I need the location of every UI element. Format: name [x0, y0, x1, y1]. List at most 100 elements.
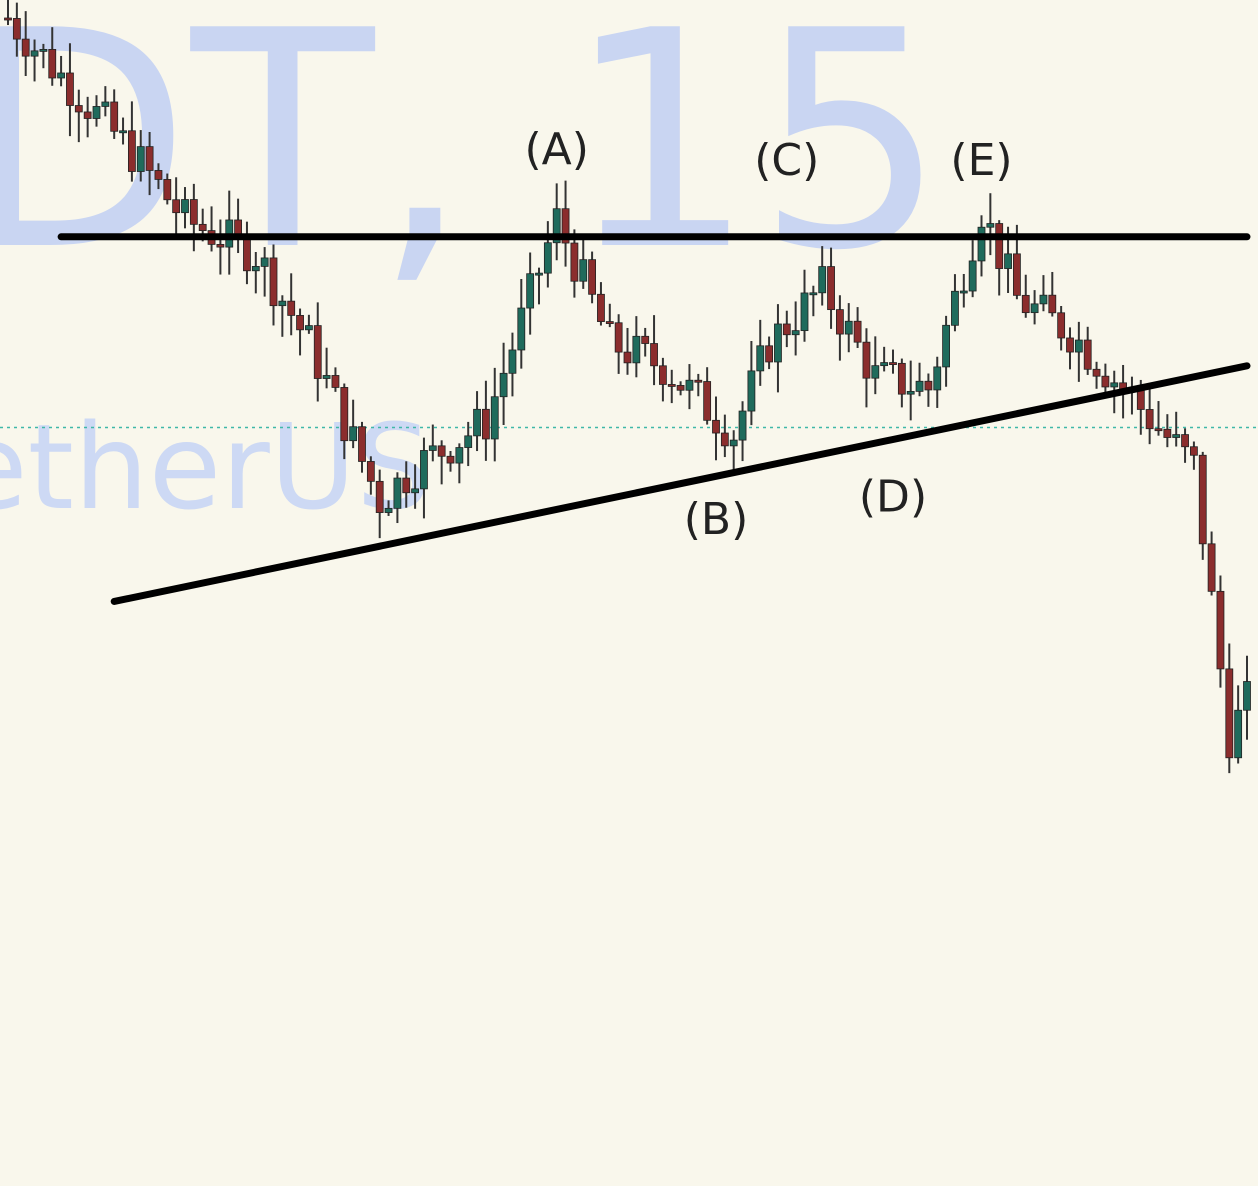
- candle: [844, 303, 853, 353]
- candle: [915, 362, 924, 397]
- candle-body-up: [756, 345, 765, 372]
- candle: [1198, 451, 1207, 560]
- candle: [375, 469, 384, 539]
- candle: [1145, 388, 1154, 445]
- candle: [1243, 655, 1251, 740]
- candle: [490, 367, 499, 462]
- candle-body-up: [632, 335, 641, 364]
- candle: [712, 396, 720, 461]
- candle-body-up: [933, 366, 942, 391]
- candle-body-down: [234, 219, 243, 235]
- candle: [119, 117, 127, 145]
- candle-body-down: [853, 320, 862, 343]
- candle-body-up: [818, 266, 827, 294]
- candle: [738, 401, 747, 462]
- candle: [39, 43, 48, 69]
- candle: [853, 307, 862, 348]
- candle-body-up: [738, 410, 747, 441]
- candle-body-up: [384, 507, 393, 513]
- candle-body-up: [420, 450, 428, 490]
- candle: [1021, 274, 1030, 318]
- candle-body-up: [260, 257, 269, 267]
- candle-body-down: [641, 335, 650, 344]
- candle: [322, 347, 331, 389]
- candle-body-down: [145, 146, 154, 171]
- wave-label: (B): [684, 494, 749, 545]
- candle: [1190, 441, 1198, 470]
- candle-body-up: [411, 488, 420, 494]
- candle-body-up: [92, 106, 101, 119]
- candle-body-down: [712, 419, 720, 434]
- candle-body-down: [1225, 668, 1234, 759]
- candle: [889, 349, 897, 374]
- candle: [48, 27, 57, 86]
- candle: [1234, 685, 1243, 764]
- candle: [782, 310, 791, 348]
- candle-body-up: [880, 362, 889, 367]
- candle-body-down: [481, 408, 490, 440]
- candle: [685, 364, 694, 410]
- candle-body-down: [676, 385, 685, 391]
- candle-body-down: [331, 375, 340, 388]
- wave-label: (E): [950, 135, 1012, 186]
- candle-body-up: [57, 72, 65, 79]
- candle: [499, 342, 508, 425]
- candle: [1066, 327, 1074, 370]
- candle: [66, 43, 74, 137]
- candle-body-up: [517, 307, 526, 351]
- candle-body-down: [66, 72, 74, 106]
- candle-body-up: [136, 146, 145, 172]
- candle-body-up: [968, 260, 977, 292]
- candle: [623, 327, 632, 375]
- support-trendline: [110, 362, 1251, 605]
- candle: [260, 247, 269, 297]
- candle: [995, 220, 1004, 296]
- candle-body-down: [154, 170, 163, 180]
- wave-label: (D): [859, 472, 927, 523]
- candle: [216, 219, 225, 275]
- candle: [659, 357, 667, 402]
- candle: [508, 332, 517, 397]
- candle-body-down: [1163, 428, 1172, 438]
- candle: [1225, 643, 1234, 774]
- candle-body-down: [172, 199, 181, 214]
- candle: [729, 430, 738, 470]
- candle-body-up: [535, 272, 543, 276]
- candle-body-up: [473, 408, 481, 437]
- candle-body-up: [1004, 253, 1012, 269]
- candle-body-down: [588, 259, 596, 295]
- candle: [1048, 271, 1057, 317]
- candle: [393, 472, 402, 524]
- candle: [818, 246, 827, 306]
- candle: [101, 86, 110, 117]
- candle: [836, 295, 844, 361]
- candle: [1039, 275, 1048, 312]
- candle-body-down: [694, 379, 703, 383]
- candle: [163, 173, 172, 205]
- candle: [942, 315, 950, 387]
- candle: [959, 273, 968, 308]
- candle: [614, 314, 623, 374]
- candle: [1083, 326, 1092, 375]
- candle: [1057, 306, 1066, 351]
- candle: [862, 328, 871, 408]
- candle-body-up: [552, 208, 561, 244]
- candle-body-up: [428, 445, 437, 451]
- candle-body-down: [1092, 368, 1101, 377]
- candle: [1154, 401, 1163, 436]
- candle-body-up: [278, 300, 287, 307]
- candle-body-up: [942, 324, 950, 368]
- candle-body-up: [685, 379, 694, 391]
- candle-body-up: [181, 199, 189, 214]
- candle-body-down: [1083, 339, 1092, 370]
- candle: [924, 373, 933, 407]
- candle-body-down: [605, 321, 614, 324]
- candle: [676, 381, 685, 396]
- candle-body-up: [809, 292, 818, 296]
- candle: [871, 336, 880, 395]
- candle-body-down: [650, 343, 658, 367]
- candle: [4, 0, 12, 26]
- candle: [641, 327, 650, 357]
- candle-body-down: [110, 101, 119, 132]
- candle-body-down: [1190, 446, 1198, 456]
